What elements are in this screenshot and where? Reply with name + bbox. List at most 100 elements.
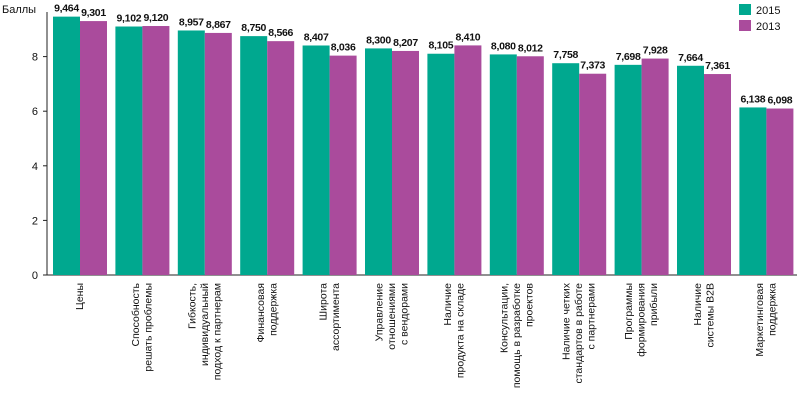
- legend: 2015 2013: [739, 4, 780, 33]
- category-label-line: Гибкость,: [186, 283, 198, 329]
- category-label-line: решать проблемы: [143, 283, 155, 372]
- value-labels-group: 9,464 9,301 9,102 9,120 8,957 8,867 8,750 8,566…: [54, 3, 793, 107]
- y-tick-label: 2: [32, 215, 38, 227]
- value-label-2013-8: 7,373: [580, 60, 605, 72]
- y-axis-label: Баллы: [2, 4, 36, 16]
- value-label-2013-10: 7,361: [705, 60, 730, 72]
- y-tick-label: 4: [32, 161, 38, 173]
- bar-2015-5: [365, 48, 392, 275]
- value-label-2015-7: 8,080: [491, 40, 516, 52]
- category-label-6: Наличие продукта на складе: [442, 283, 467, 378]
- legend-swatch-2015: [739, 4, 751, 15]
- value-label-2015-5: 8,300: [366, 34, 391, 46]
- category-label-line: системы B2B: [704, 283, 716, 347]
- y-tick-label: 6: [32, 106, 38, 118]
- category-label-line: поддержка: [767, 283, 779, 336]
- value-label-2015-6: 8,105: [429, 40, 454, 52]
- value-label-2013-7: 8,012: [518, 42, 543, 54]
- legend-label-2013: 2013: [756, 21, 780, 33]
- category-label-line: подход к партнерам: [211, 283, 223, 380]
- category-label-line: поддержка: [267, 283, 279, 336]
- bar-2015-4: [302, 45, 330, 276]
- bar-2013-4: [329, 55, 357, 275]
- bar-2015-3: [240, 36, 268, 275]
- category-label-line: ассортимента: [330, 283, 342, 351]
- category-label-10: Наличие системы B2B: [692, 283, 717, 348]
- category-label-line: помощь в разработке: [511, 283, 523, 388]
- category-label-line: продукта на складе: [455, 283, 467, 378]
- category-label-line: стандартов в работе: [573, 283, 585, 384]
- value-label-2015-0: 9,464: [54, 3, 79, 15]
- category-label-8: Наличие четких стандартов в работе с партн…: [561, 282, 598, 383]
- value-label-2015-2: 8,957: [179, 16, 204, 28]
- category-label-line: отношениями: [386, 283, 398, 350]
- value-label-2013-5: 8,207: [393, 37, 418, 49]
- value-label-2013-6: 8,410: [456, 31, 481, 43]
- category-label-line: проектов: [523, 283, 535, 327]
- category-label-4: Широта ассортимента: [317, 283, 342, 351]
- category-label-line: Способность: [130, 282, 142, 346]
- value-label-2013-3: 8,566: [268, 27, 293, 39]
- legend-swatch-2013: [739, 20, 751, 31]
- y-axis-ticks: 0 2 4 6 8: [32, 52, 47, 282]
- category-label-0: Цены: [74, 283, 86, 310]
- bar-2013-6: [454, 45, 482, 276]
- legend-label-2015: 2015: [756, 5, 780, 17]
- category-label-11: Маркетинговая поддержка: [754, 283, 779, 357]
- value-label-2013-4: 8,036: [331, 42, 356, 54]
- bar-2013-3: [267, 41, 295, 276]
- value-label-2015-1: 9,102: [117, 13, 142, 25]
- bar-2015-8: [552, 63, 580, 275]
- category-label-1: Способность решать проблемы: [130, 282, 155, 371]
- y-tick-label: 0: [32, 270, 38, 282]
- value-label-2015-9: 7,698: [616, 51, 641, 63]
- bar-2015-9: [614, 64, 642, 275]
- category-label-5: Управление отношениями с вендорами: [374, 283, 411, 350]
- category-label-line: с партнерами: [586, 283, 598, 350]
- value-label-2013-1: 9,120: [144, 12, 169, 24]
- bar-2013-10: [704, 74, 731, 275]
- category-label-line: с вендорами: [399, 283, 411, 345]
- category-label-line: формирования: [636, 283, 648, 357]
- category-label-7: Консультации, помощь в разработке проектов: [498, 283, 535, 389]
- bar-2013-9: [641, 58, 669, 276]
- category-label-line: Наличие четких: [561, 282, 573, 360]
- value-label-2015-8: 7,758: [553, 49, 578, 61]
- bar-2013-1: [142, 26, 170, 275]
- bar-2015-7: [489, 54, 517, 275]
- value-label-2013-9: 7,928: [643, 45, 668, 57]
- category-label-line: Наличие: [442, 283, 454, 326]
- category-labels-group: Цены Способность решать проблемы Гибкость, и…: [74, 282, 779, 388]
- bar-2013-7: [516, 56, 544, 275]
- category-label-line: прибыли: [648, 283, 660, 326]
- value-label-2013-0: 9,301: [81, 7, 106, 19]
- bar-2013-8: [579, 73, 607, 275]
- bar-2015-10: [677, 65, 704, 275]
- category-label-3: Финансовая поддержка: [255, 283, 280, 343]
- category-label-line: Программы: [623, 283, 635, 340]
- category-label-line: индивидуальный: [199, 283, 211, 366]
- value-label-2015-11: 6,138: [741, 93, 766, 105]
- bar-2013-11: [766, 108, 794, 275]
- bar-2015-11: [739, 107, 767, 275]
- category-label-line: Маркетинговая: [754, 283, 766, 357]
- category-label-line: Широта: [317, 283, 329, 321]
- value-label-2015-10: 7,664: [678, 52, 703, 64]
- bars-group: [53, 16, 794, 276]
- value-label-2013-2: 8,867: [206, 19, 231, 31]
- category-label-line: Цены: [74, 283, 86, 310]
- category-label-line: Финансовая: [255, 283, 267, 342]
- category-label-line: Наличие: [692, 283, 704, 326]
- bar-2015-0: [53, 16, 80, 275]
- bar-2013-0: [80, 21, 107, 275]
- category-label-line: Консультации,: [498, 283, 510, 353]
- bar-2013-2: [204, 32, 232, 275]
- bar-2015-1: [115, 26, 143, 276]
- category-label-2: Гибкость, индивидуальный подход к партнера…: [186, 283, 223, 380]
- value-label-2015-3: 8,750: [241, 22, 266, 34]
- bar-2013-5: [392, 50, 419, 275]
- bar-2015-2: [177, 30, 205, 275]
- category-label-9: Программы формирования прибыли: [623, 283, 660, 357]
- category-label-line: Управление: [374, 283, 386, 342]
